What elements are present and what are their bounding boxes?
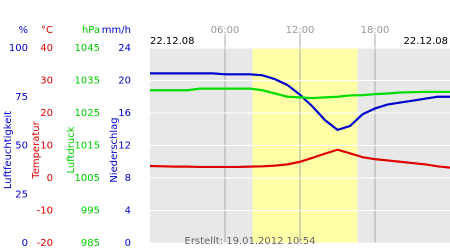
- y-tick-label: 50: [15, 141, 28, 152]
- y-tick-label: 0: [22, 238, 28, 249]
- y-tick-label: 16: [118, 108, 131, 119]
- y-tick-label: 1015: [75, 141, 100, 152]
- axis-unit: mm/h: [102, 25, 131, 36]
- series-line: [149, 148, 450, 169]
- y-tick-label: 10: [40, 141, 53, 152]
- y-tick-label: 0: [125, 238, 131, 249]
- y-tick-label: -10: [37, 206, 53, 217]
- y-tick-label: 995: [81, 206, 100, 217]
- y-tick-label: 20: [118, 76, 131, 87]
- axis-title: Luftfeuchtigkeit: [3, 111, 14, 189]
- y-tick-label: -20: [37, 238, 53, 249]
- y-tick-label: 25: [15, 189, 28, 200]
- y-tick-label: 0: [47, 173, 53, 184]
- footer: Erstellt: 19.01.2012 10:54: [185, 236, 316, 247]
- y-tick-label: 1025: [75, 108, 100, 119]
- y-tick-label: 24: [118, 43, 131, 54]
- y-tick-label: 985: [81, 238, 100, 249]
- y-tick-label: 1045: [75, 43, 100, 54]
- y-tick-label: 100: [9, 43, 28, 54]
- y-tick-label: 30: [40, 76, 53, 87]
- date-right: 22.12.08: [403, 36, 448, 47]
- x-tick-label: 18:00: [361, 25, 390, 36]
- x-tick-label: 06:00: [211, 25, 240, 36]
- date-left: 22.12.08: [150, 36, 195, 47]
- y-tick-label: 4: [125, 206, 131, 217]
- y-tick-label: 40: [40, 43, 53, 54]
- series-line: [150, 72, 450, 132]
- axis-unit: %: [18, 25, 28, 36]
- axis-unit: °C: [41, 25, 53, 36]
- y-tick-label: 75: [15, 92, 28, 103]
- series-line: [150, 87, 450, 100]
- y-tick-label: 8: [125, 173, 131, 184]
- axis-unit: hPa: [82, 25, 100, 36]
- y-tick-label: 1005: [75, 173, 100, 184]
- y-tick-label: 20: [40, 108, 53, 119]
- x-tick-label: 12:00: [286, 25, 315, 36]
- axis-title: Temperatur: [31, 120, 42, 179]
- axis-title: Niederschlag: [109, 117, 120, 182]
- y-tick-label: 12: [118, 141, 131, 152]
- y-tick-label: 1035: [75, 76, 100, 87]
- axis-title: Luftdruck: [66, 126, 77, 173]
